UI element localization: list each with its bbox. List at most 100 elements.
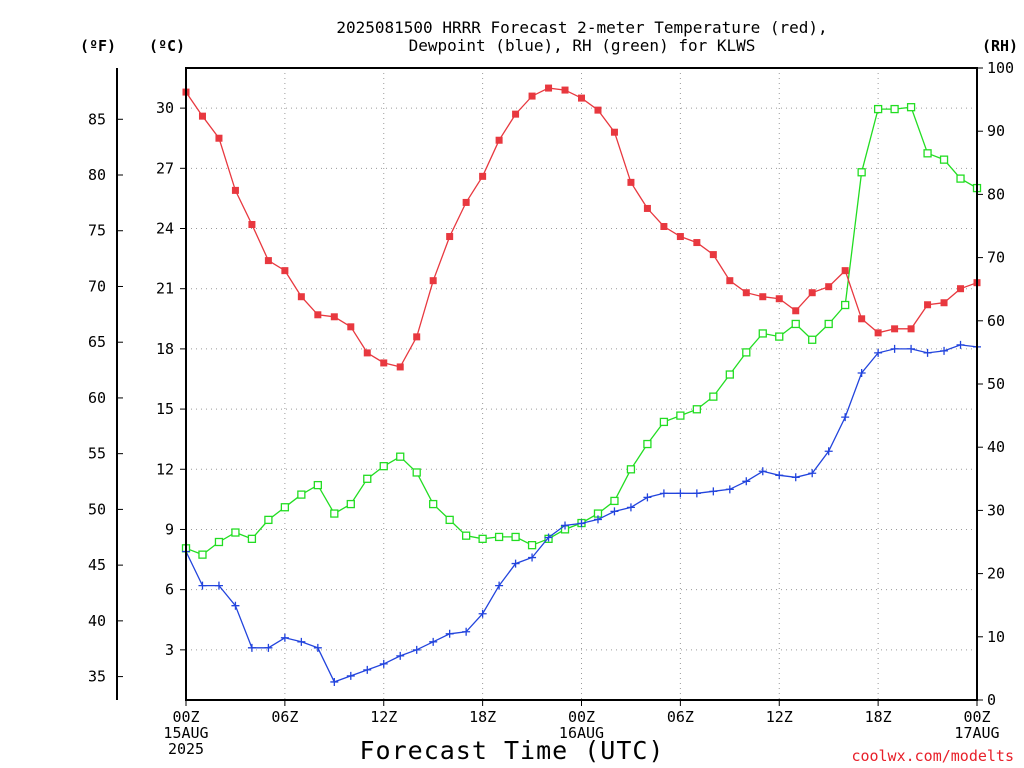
rh-series [181, 103, 982, 559]
fahrenheit-axis: 35 40 45 50 55 60 65 70 75 80 85 [88, 110, 123, 686]
temperature-point-19 [495, 136, 503, 144]
time-tick-label-2-0: 12Z [370, 708, 397, 726]
dewpoint-point-25 [593, 515, 602, 524]
temperature-point-23 [561, 86, 569, 94]
rh-tick-label-5: 50 [987, 375, 1005, 393]
rh-point-1 [198, 550, 207, 559]
dewpoint-point-10 [346, 671, 355, 680]
dewpoint-point-32 [709, 487, 718, 496]
time-tick-label-1-0: 06Z [271, 708, 298, 726]
rh-tick-label-9: 90 [987, 122, 1005, 140]
fahrenheit-tick-label-4: 55 [88, 445, 106, 463]
dewpoint-point-23 [561, 521, 570, 530]
temperature-point-26 [610, 128, 618, 136]
dewpoint-point-40 [841, 413, 850, 422]
fahrenheit-tick-label-10: 85 [88, 110, 106, 128]
rh-tick-label-8: 80 [987, 185, 1005, 203]
dewpoint-point-8 [313, 643, 322, 652]
rh-point-6 [280, 503, 290, 512]
temperature-point-43 [891, 325, 899, 333]
time-tick-label-0-2: 2025 [168, 740, 204, 758]
dewpoint-point-41 [857, 368, 866, 377]
time-tick-label-4-0: 00Z [568, 708, 595, 726]
time-tick-label-0-1: 15AUG [163, 724, 208, 742]
celsius-tick-label-8: 27 [156, 159, 174, 177]
x-axis-title: Forecast Time (UTC) [360, 736, 665, 765]
temperature-line [185, 87, 978, 368]
temperature-point-40 [841, 267, 849, 275]
celsius-tick-label-3: 12 [156, 460, 174, 478]
rh-point-44 [906, 103, 916, 112]
rh-point-16 [445, 515, 454, 525]
temperature-point-27 [627, 178, 635, 186]
rh-point-17 [461, 531, 471, 540]
dewpoint-point-4 [247, 643, 256, 652]
rh-point-38 [808, 335, 817, 344]
temperature-point-45 [924, 301, 932, 309]
rh-point-29 [659, 417, 669, 427]
rh-unit-label: (RH) [982, 37, 1018, 55]
temperature-point-4 [248, 220, 256, 228]
dewpoint-point-19 [495, 581, 504, 590]
rh-point-18 [478, 534, 487, 543]
time-tick-label-6-0: 12Z [766, 708, 793, 726]
temperature-point-36 [775, 295, 783, 303]
temperature-point-3 [231, 186, 239, 194]
rh-point-32 [709, 392, 718, 401]
dewpoint-point-20 [511, 559, 520, 568]
temperature-point-38 [808, 289, 816, 297]
dewpoint-point-36 [775, 471, 784, 480]
fahrenheit-tick-label-8: 75 [88, 222, 106, 240]
rh-point-30 [676, 411, 685, 420]
rh-point-7 [297, 490, 306, 499]
temperature-point-41 [858, 315, 866, 323]
fahrenheit-tick-label-6: 65 [88, 333, 106, 351]
temperature-point-37 [792, 307, 800, 315]
dewpoint-point-3 [231, 601, 240, 610]
rh-axis: 0 10 20 30 40 50 60 70 80 90 100 [977, 59, 1014, 709]
dewpoint-point-45 [923, 348, 932, 357]
fahrenheit-tick-label-0: 35 [88, 668, 106, 686]
dewpoint-point-22 [544, 533, 553, 542]
grid-lines [186, 68, 977, 700]
rh-point-10 [346, 499, 355, 509]
rh-point-40 [841, 300, 850, 310]
dewpoint-point-7 [297, 637, 306, 646]
fahrenheit-tick-label-1: 40 [88, 612, 106, 630]
celsius-tick-label-1: 6 [165, 581, 174, 599]
dewpoint-point-18 [478, 609, 487, 618]
temperature-point-18 [479, 172, 487, 180]
rh-point-36 [775, 332, 784, 341]
dewpoint-point-5 [264, 643, 273, 652]
temperature-point-30 [676, 233, 684, 241]
rh-point-26 [610, 496, 619, 506]
rh-point-12 [379, 462, 388, 471]
temperature-point-5 [264, 257, 272, 265]
chart-title-line-2: Dewpoint (blue), RH (green) for KLWS [409, 36, 756, 55]
dewpoint-point-39 [824, 447, 833, 456]
rh-tick-label-0: 0 [987, 691, 996, 709]
dewpoint-point-38 [808, 469, 817, 478]
dewpoint-point-16 [445, 629, 454, 638]
rh-tick-label-1: 10 [987, 628, 1005, 646]
rh-tick-label-4: 40 [987, 438, 1005, 456]
temperature-point-9 [330, 313, 338, 321]
temperature-point-42 [874, 329, 882, 337]
chart-title-line-1: 2025081500 HRRR Forecast 2-meter Tempera… [336, 18, 827, 37]
rh-point-4 [247, 534, 257, 543]
fahrenheit-tick-label-3: 50 [88, 500, 106, 518]
temperature-point-25 [594, 106, 602, 114]
dewpoint-point-2 [214, 581, 223, 590]
dewpoint-point-30 [676, 489, 685, 498]
temperature-point-32 [709, 251, 717, 259]
temperature-point-12 [380, 359, 388, 367]
rh-tick-label-10: 100 [987, 59, 1014, 77]
temperature-point-11 [363, 349, 371, 357]
dewpoint-point-24 [577, 519, 586, 528]
rh-point-13 [396, 452, 405, 461]
dewpoint-point-6 [280, 633, 289, 642]
plot-frame [185, 67, 978, 701]
time-tick-label-5-0: 06Z [667, 708, 694, 726]
fahrenheit-tick-label-7: 70 [88, 277, 106, 295]
